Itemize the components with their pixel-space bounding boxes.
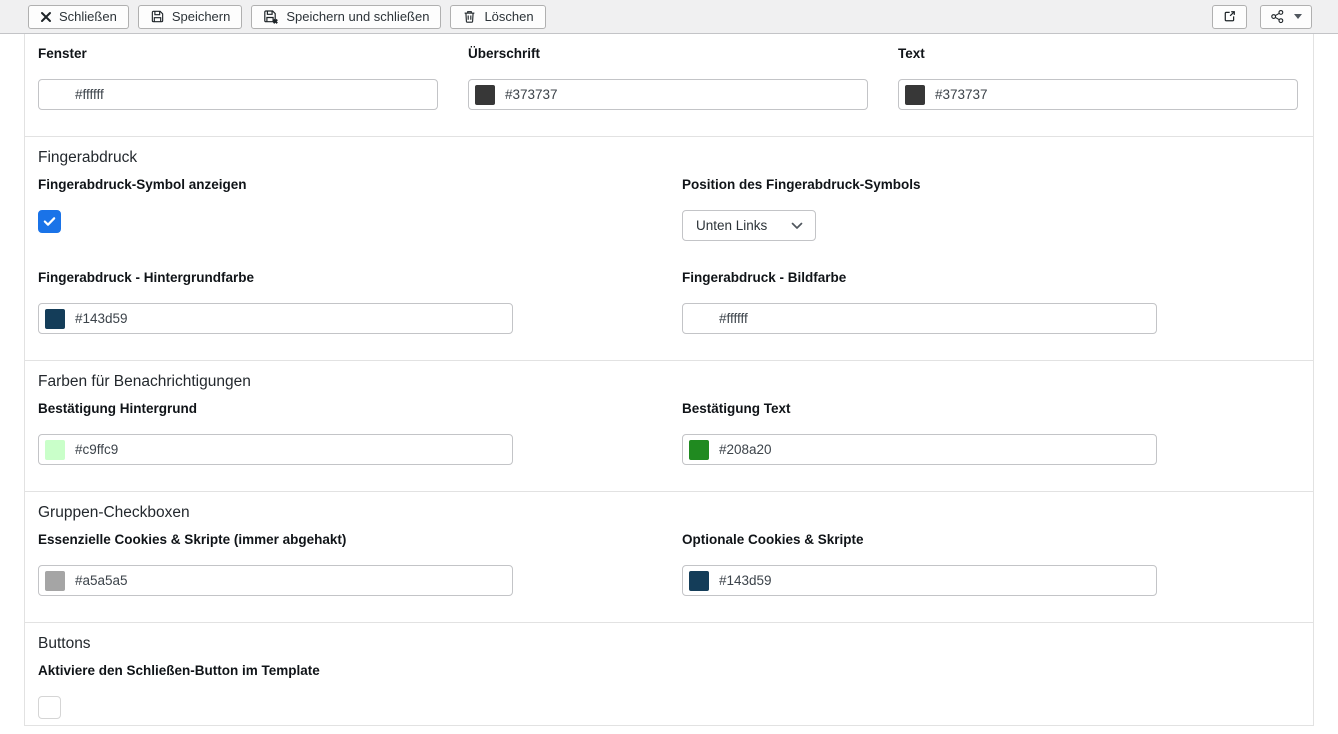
fenster-color-swatch[interactable] [45, 84, 65, 105]
delete-button[interactable]: Löschen [450, 4, 546, 29]
fingerprint-background-color-swatch[interactable] [45, 308, 65, 329]
fingerprint-section-title: Fingerabdruck [38, 149, 138, 166]
text-color-input [898, 79, 1298, 110]
field-optional-cookies: Optionale Cookies & Skripte [682, 533, 1297, 596]
close-button[interactable]: Schließen [28, 4, 129, 29]
field-fenster: Fenster [38, 47, 438, 110]
top-toolbar: Schließen Speichern Speiche [0, 0, 1338, 34]
field-confirm-text: Bestätigung Text [682, 402, 1297, 465]
section-group-checkboxes: Gruppen-Checkboxen Essenzielle Cookies &… [25, 492, 1313, 623]
field-show-fingerprint-symbol: Fingerabdruck-Symbol anzeigen [38, 178, 682, 233]
caret-down-icon [1294, 14, 1302, 19]
essential-cookies-hex-field[interactable] [75, 573, 504, 588]
essential-cookies-color-input [38, 565, 513, 596]
optional-cookies-color-swatch[interactable] [689, 570, 709, 591]
fingerprint-image-color-input [682, 303, 1157, 334]
share-icon [1270, 9, 1285, 24]
show-fingerprint-symbol-label: Fingerabdruck-Symbol anzeigen [38, 177, 247, 192]
toolbar-action-group: Schließen Speichern Speiche [28, 4, 546, 29]
ueberschrift-color-swatch[interactable] [475, 84, 495, 105]
field-fingerprint-background: Fingerabdruck - Hintergrundfarbe [38, 271, 682, 334]
chevron-down-icon [791, 222, 803, 230]
save-and-close-button-label: Speichern und schließen [286, 9, 430, 24]
open-preview-button[interactable] [1212, 4, 1247, 29]
confirm-text-color-input [682, 434, 1157, 465]
essential-cookies-color-swatch[interactable] [45, 570, 65, 591]
text-hex-field[interactable] [935, 87, 1289, 102]
notifications-section-title: Farben für Benachrichtigungen [38, 373, 251, 390]
buttons-section-title: Buttons [38, 635, 91, 652]
field-fingerprint-image-color: Fingerabdruck - Bildfarbe [682, 271, 1297, 334]
optional-cookies-color-input [682, 565, 1157, 596]
toolbar-secondary-group [1212, 4, 1312, 29]
close-icon [40, 11, 52, 23]
fenster-hex-field[interactable] [75, 87, 429, 102]
fingerprint-image-hex-field[interactable] [719, 311, 1148, 326]
field-fingerprint-position: Position des Fingerabdruck-Symbols Unten… [682, 178, 1297, 241]
fenster-label: Fenster [38, 46, 87, 61]
confirm-background-label: Bestätigung Hintergrund [38, 401, 197, 416]
enable-close-button-label: Aktiviere den Schließen-Button im Templa… [38, 663, 320, 678]
field-ueberschrift: Überschrift [468, 47, 868, 110]
section-base-colors: Fenster Überschrift Text [25, 34, 1313, 137]
fingerprint-background-hex-field[interactable] [75, 311, 504, 326]
ueberschrift-hex-field[interactable] [505, 87, 859, 102]
save-button-label: Speichern [171, 9, 231, 24]
fingerprint-position-select[interactable]: Unten Links [682, 210, 817, 241]
confirm-background-hex-field[interactable] [75, 442, 504, 457]
section-fingerprint: Fingerabdruck Fingerabdruck-Symbol anzei… [25, 137, 1313, 361]
optional-cookies-hex-field[interactable] [719, 573, 1148, 588]
section-notifications: Farben für Benachrichtigungen Bestätigun… [25, 361, 1313, 492]
confirm-text-hex-field[interactable] [719, 442, 1148, 457]
trash-icon [462, 9, 477, 24]
enable-close-button-checkbox[interactable] [38, 696, 61, 719]
essential-cookies-label: Essenzielle Cookies & Skripte (immer abg… [38, 532, 347, 547]
field-enable-close-button: Aktiviere den Schließen-Button im Templa… [38, 664, 682, 719]
save-icon [150, 9, 165, 24]
confirm-background-color-swatch[interactable] [45, 439, 65, 460]
ueberschrift-color-input [468, 79, 868, 110]
field-essential-cookies: Essenzielle Cookies & Skripte (immer abg… [38, 533, 682, 596]
optional-cookies-label: Optionale Cookies & Skripte [682, 532, 864, 547]
fingerprint-image-color-label: Fingerabdruck - Bildfarbe [682, 270, 847, 285]
group-checkboxes-section-title: Gruppen-Checkboxen [38, 504, 190, 521]
fingerprint-background-label: Fingerabdruck - Hintergrundfarbe [38, 270, 255, 285]
fingerprint-background-color-input [38, 303, 513, 334]
fingerprint-image-color-swatch[interactable] [689, 308, 709, 329]
section-buttons: Buttons Aktiviere den Schließen-Button i… [25, 623, 1313, 726]
field-text: Text [898, 47, 1298, 110]
save-close-icon [263, 9, 279, 25]
fingerprint-position-label: Position des Fingerabdruck-Symbols [682, 177, 921, 192]
confirm-background-color-input [38, 434, 513, 465]
fenster-color-input [38, 79, 438, 110]
delete-button-label: Löschen [484, 9, 534, 24]
share-dropdown-button[interactable] [1260, 4, 1312, 29]
text-color-swatch[interactable] [905, 84, 925, 105]
settings-panel: Fenster Überschrift Text [24, 34, 1314, 726]
close-button-label: Schließen [59, 9, 117, 24]
save-button[interactable]: Speichern [137, 4, 243, 29]
ueberschrift-label: Überschrift [468, 46, 541, 61]
field-confirm-background: Bestätigung Hintergrund [38, 402, 682, 465]
save-and-close-button[interactable]: Speichern und schließen [251, 4, 442, 29]
external-link-icon [1222, 9, 1237, 24]
confirm-text-label: Bestätigung Text [682, 401, 791, 416]
fingerprint-position-selected-value: Unten Links [696, 218, 768, 233]
confirm-text-color-swatch[interactable] [689, 439, 709, 460]
text-label: Text [898, 46, 925, 61]
show-fingerprint-symbol-checkbox[interactable] [38, 210, 61, 233]
